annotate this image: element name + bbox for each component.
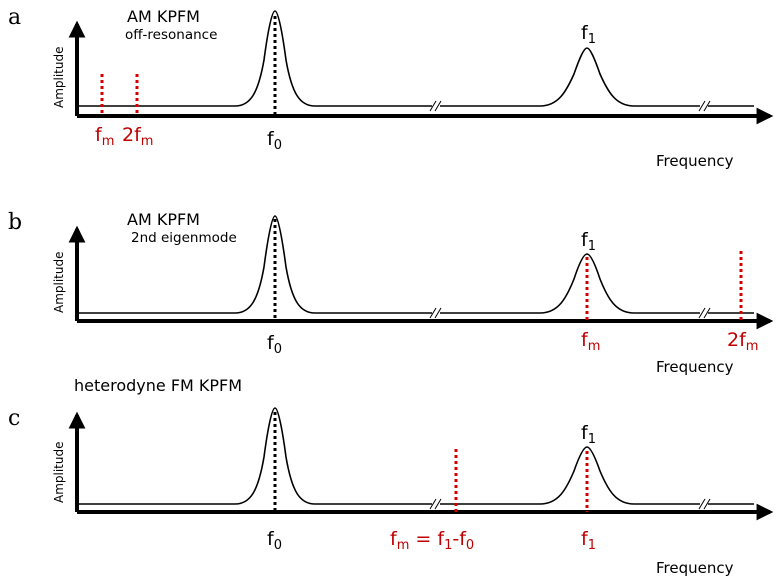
fm-label: fm bbox=[95, 124, 114, 149]
spectrum-curve bbox=[77, 10, 754, 107]
fm-equation-label: fm = f1-f0 bbox=[390, 528, 474, 553]
y-axis-label: Amplitude bbox=[52, 47, 66, 109]
f1-label: f1 bbox=[581, 22, 596, 47]
2fm-label: 2fm bbox=[727, 329, 758, 354]
panel-a: a AM KPFM off-resonance Amplitude Freque… bbox=[8, 5, 774, 170]
f1-label: f1 bbox=[581, 229, 596, 254]
panel-subtitle: 2nd eigenmode bbox=[131, 230, 237, 246]
f0-label: f0 bbox=[267, 528, 282, 553]
panel-title: heterodyne FM KPFM bbox=[74, 376, 242, 395]
x-axis-label: Frequency bbox=[656, 152, 734, 170]
axis-break bbox=[429, 100, 711, 112]
f1-marker-label: f1 bbox=[581, 528, 596, 553]
f0-label: f0 bbox=[267, 332, 282, 357]
y-axis-label: Amplitude bbox=[52, 442, 66, 504]
panel-b: b AM KPFM 2nd eigenmode Amplitude Freque… bbox=[8, 210, 774, 376]
f0-label: f0 bbox=[267, 128, 282, 153]
panel-title: AM KPFM bbox=[127, 7, 200, 26]
fm-label: fm bbox=[581, 329, 600, 354]
x-axis-label: Frequency bbox=[656, 358, 734, 376]
spectrum-curve bbox=[77, 215, 754, 314]
panel-c: heterodyne FM KPFM c Amplitude Frequency… bbox=[8, 376, 774, 577]
panel-letter: c bbox=[8, 406, 20, 431]
y-axis-label: Amplitude bbox=[52, 252, 66, 314]
f1-label: f1 bbox=[581, 422, 596, 447]
2fm-label: 2fm bbox=[122, 124, 153, 149]
x-axis-label: Frequency bbox=[656, 559, 734, 577]
panel-letter: a bbox=[8, 5, 21, 30]
axis-break bbox=[429, 307, 711, 319]
spectrum-curve bbox=[77, 407, 754, 505]
panel-letter: b bbox=[8, 210, 22, 235]
panel-subtitle: off-resonance bbox=[125, 27, 217, 43]
axis-break bbox=[429, 498, 711, 510]
panel-title: AM KPFM bbox=[127, 210, 200, 229]
